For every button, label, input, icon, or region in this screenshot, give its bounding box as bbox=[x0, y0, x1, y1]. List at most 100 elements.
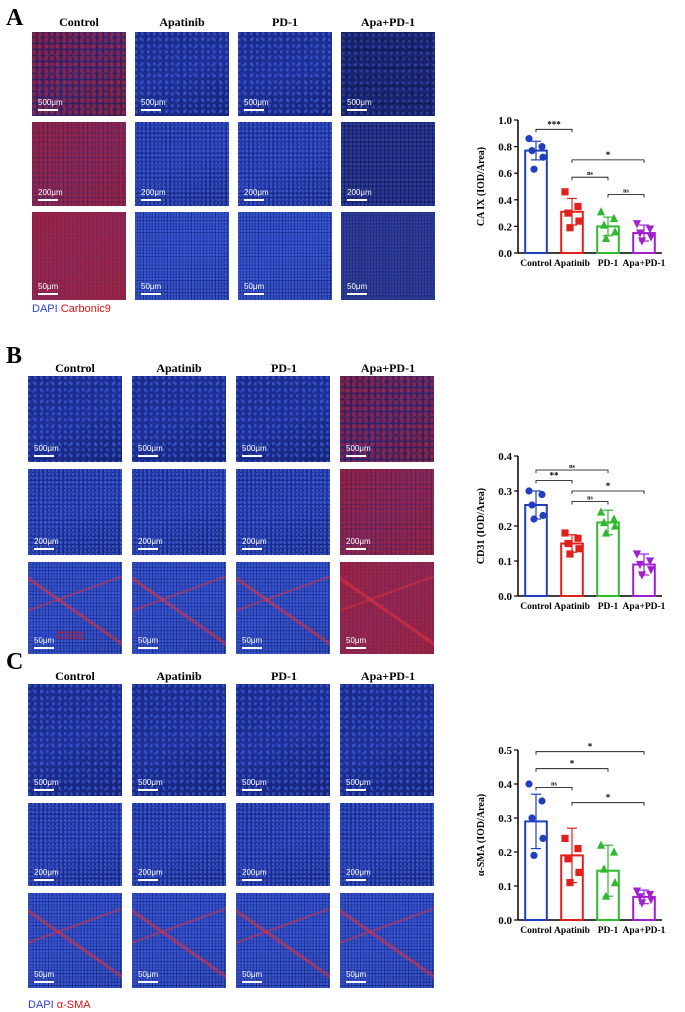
micrograph-control-row-1: 500μm bbox=[32, 32, 126, 116]
data-point bbox=[564, 209, 572, 217]
y-tick-label: 0.4 bbox=[498, 451, 512, 463]
scale-bar-label: 200μm bbox=[38, 188, 63, 197]
scale-bar bbox=[138, 981, 158, 983]
data-point bbox=[610, 521, 620, 530]
scale-bar bbox=[242, 879, 262, 881]
scale-bar-label: 200μm bbox=[244, 188, 269, 197]
scale-bar-label: 500μm bbox=[346, 444, 371, 453]
y-axis-label: CD31 (IOD/Area) bbox=[476, 488, 487, 564]
data-point bbox=[564, 855, 572, 863]
data-point bbox=[530, 165, 538, 173]
micrograph-apa-pd-1-row-1: 500μm bbox=[341, 32, 435, 116]
y-tick-label: 0.5 bbox=[498, 745, 512, 757]
scale-bar-label: 500μm bbox=[347, 98, 372, 107]
scale-bar bbox=[138, 647, 158, 649]
micrograph-pd-1-row-3: 50μm bbox=[236, 893, 330, 988]
data-point bbox=[601, 891, 611, 900]
data-point bbox=[609, 213, 619, 223]
scale-bar-label: 200μm bbox=[346, 868, 371, 877]
data-point bbox=[646, 233, 656, 242]
data-point bbox=[561, 188, 569, 196]
data-point bbox=[610, 227, 620, 236]
y-tick-label: 0.2 bbox=[498, 847, 512, 859]
data-point bbox=[525, 487, 533, 495]
bar-chart-ca9: CA IX (IOD/Area) 0.0 0.2 0.4 0.6 0.8 1.0 Contro… bbox=[476, 115, 666, 269]
y-tick-label: 0.6 bbox=[498, 168, 512, 180]
scale-bar bbox=[242, 647, 262, 649]
scale-bar bbox=[244, 199, 264, 201]
scale-bar bbox=[34, 789, 54, 791]
data-point bbox=[525, 780, 533, 788]
data-point bbox=[601, 233, 611, 242]
panel-letter: C bbox=[6, 649, 24, 675]
data-point bbox=[575, 868, 583, 876]
panel-letter: B bbox=[6, 343, 23, 369]
scale-bar bbox=[138, 548, 158, 550]
stain-legend: DAPI α-SMA bbox=[28, 1000, 91, 1011]
data-point bbox=[596, 507, 606, 516]
column-header-apa-pd1: Apa+PD-1 bbox=[360, 361, 416, 375]
significance-label: * bbox=[606, 793, 611, 803]
micrograph-control-row-2: 200μm bbox=[28, 469, 122, 555]
legend-dapi: DAPI bbox=[28, 999, 54, 1011]
scale-bar bbox=[138, 789, 158, 791]
scale-bar-label: 500μm bbox=[242, 778, 267, 787]
micrograph-apatinib-row-2: 200μm bbox=[132, 469, 226, 555]
data-point bbox=[596, 207, 606, 216]
micrograph-control-row-1: 500μm bbox=[28, 684, 122, 796]
scale-bar bbox=[346, 981, 366, 983]
stain-legend: DAPI Carbonic9 bbox=[32, 304, 111, 315]
significance-label: ns bbox=[587, 171, 593, 177]
scale-bar bbox=[347, 109, 367, 111]
micrograph-apatinib-row-3: 50μm bbox=[135, 212, 229, 300]
data-point bbox=[632, 887, 642, 896]
micrograph-apa-pd-1-row-3: 50μm bbox=[340, 562, 434, 654]
data-point bbox=[525, 135, 533, 143]
significance-bracket bbox=[571, 490, 645, 494]
significance-bracket bbox=[535, 751, 645, 755]
significance-label: ** bbox=[550, 471, 560, 481]
micrograph-control-row-3: 50μm bbox=[28, 562, 122, 654]
column-header-pd1: PD-1 bbox=[272, 15, 298, 29]
scale-bar bbox=[38, 199, 58, 201]
data-point bbox=[599, 517, 609, 527]
x-tick-label: Apatinib bbox=[554, 602, 590, 612]
micrograph-pd-1-row-2: 200μm bbox=[236, 803, 330, 886]
y-tick-label: 0.3 bbox=[498, 813, 512, 825]
scale-bar bbox=[38, 293, 58, 295]
scale-bar bbox=[34, 647, 54, 649]
significance-bracket bbox=[535, 469, 609, 473]
micrograph-apatinib-row-2: 200μm bbox=[135, 122, 229, 206]
significance-label: * bbox=[570, 759, 575, 769]
y-axis-label: CA IX (IOD/Area) bbox=[476, 147, 487, 226]
significance-bracket bbox=[535, 768, 609, 772]
micrograph-control-row-3: 50μm bbox=[28, 893, 122, 988]
data-point bbox=[637, 571, 647, 580]
scale-bar-label: 200μm bbox=[138, 537, 163, 546]
data-point bbox=[538, 143, 546, 151]
scale-bar-label: 200μm bbox=[242, 537, 267, 546]
micrograph-apa-pd-1-row-3: 50μm bbox=[341, 212, 435, 300]
micrograph-pd-1-row-2: 200μm bbox=[238, 122, 332, 206]
scale-bar-label: 200μm bbox=[34, 537, 59, 546]
micrograph-apa-pd-1-row-2: 200μm bbox=[340, 469, 434, 555]
micrograph-control-row-1: 500μm bbox=[28, 376, 122, 462]
scale-bar-label: 50μm bbox=[34, 970, 55, 979]
y-tick-label: 0.0 bbox=[498, 248, 512, 260]
significance-bracket bbox=[535, 480, 573, 484]
significance-bracket bbox=[535, 128, 573, 133]
scale-bar bbox=[242, 981, 262, 983]
data-point bbox=[632, 550, 642, 559]
data-point bbox=[645, 225, 655, 234]
y-tick-label: 0.1 bbox=[498, 556, 512, 568]
x-tick-label: Control bbox=[520, 602, 552, 612]
data-point bbox=[596, 840, 606, 849]
scale-bar-label: 50μm bbox=[244, 282, 265, 291]
data-point bbox=[538, 797, 546, 805]
data-point bbox=[528, 501, 536, 509]
data-point bbox=[609, 514, 619, 523]
data-point bbox=[599, 220, 609, 229]
scale-bar bbox=[34, 455, 54, 457]
legend-marker: α-SMA bbox=[56, 999, 91, 1011]
